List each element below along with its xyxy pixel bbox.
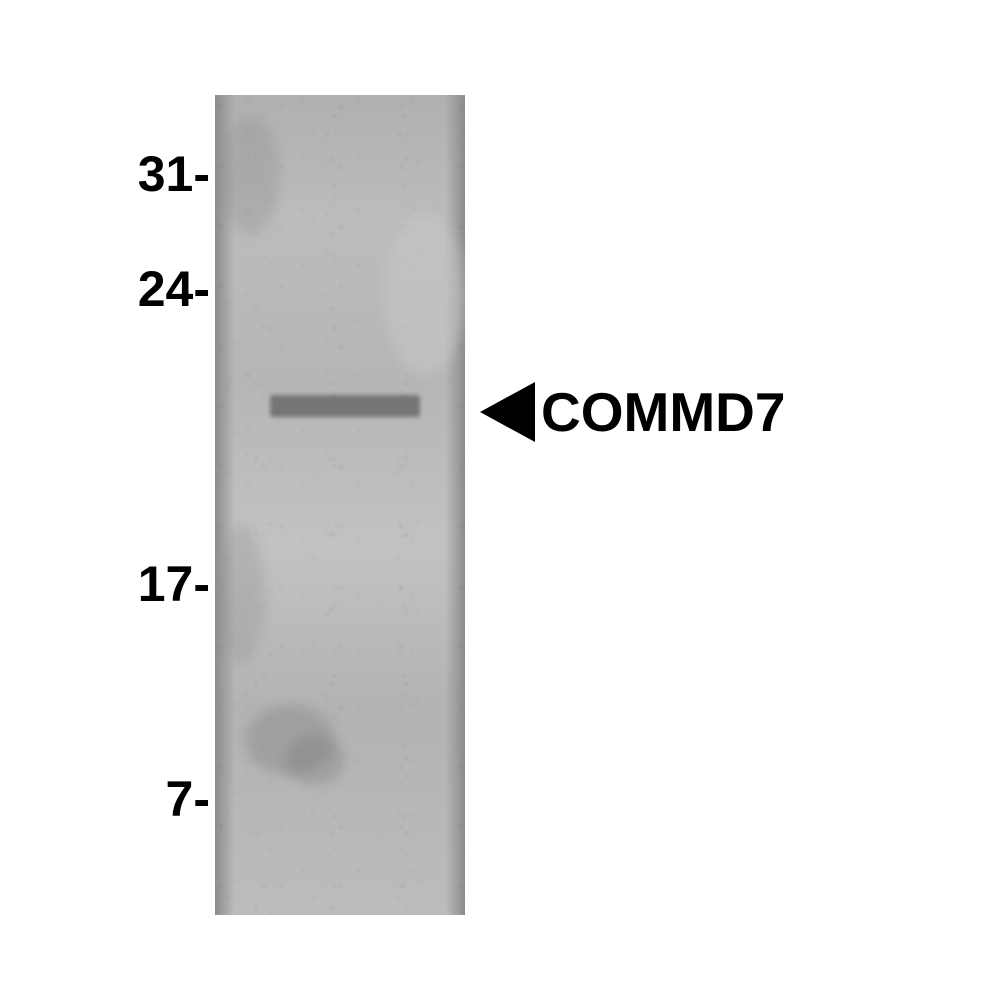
pointer-arrow-icon bbox=[480, 382, 535, 442]
mw-marker-label: 17- bbox=[0, 555, 210, 613]
band-label-text: COMMD7 bbox=[541, 380, 785, 444]
blot-lane bbox=[215, 95, 465, 915]
mw-marker-label: 24- bbox=[0, 260, 210, 318]
lane-smudge bbox=[220, 115, 280, 235]
mw-marker-label: 31- bbox=[0, 145, 210, 203]
lane-smudge bbox=[385, 215, 465, 375]
lane-smudge bbox=[285, 735, 345, 785]
commd7-band bbox=[270, 395, 420, 417]
band-label-commd7: COMMD7 bbox=[480, 380, 785, 444]
western-blot-figure: 31- 24- 17- 7- COMMD7 bbox=[0, 0, 1000, 1000]
lane-smudge bbox=[215, 525, 265, 665]
mw-marker-label: 7- bbox=[0, 770, 210, 828]
